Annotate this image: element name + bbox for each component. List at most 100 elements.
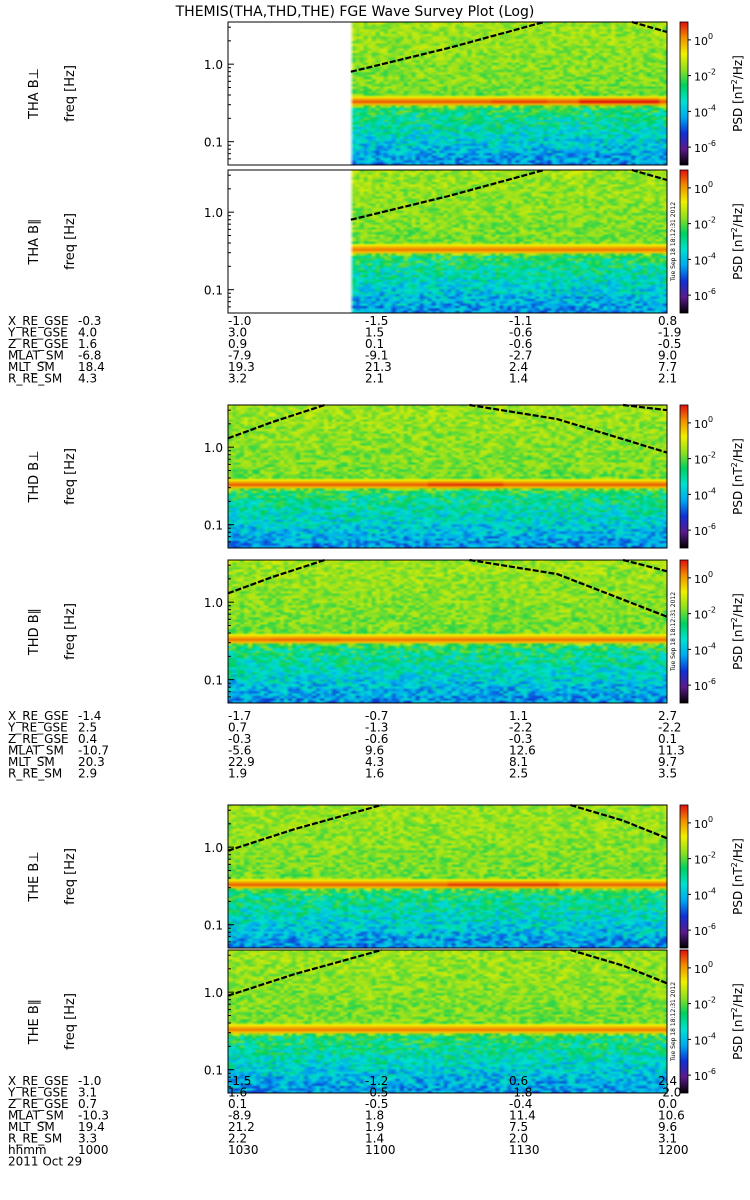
panel-frame	[227, 804, 668, 949]
ephemeris-value: 0.1	[658, 732, 677, 746]
freq-axis-label: freq [Hz]	[63, 993, 78, 1050]
ephemeris-row-label: R_RE_SM	[8, 767, 62, 781]
ephemeris-row-label: MLAT_SM	[8, 1109, 64, 1123]
gyrofrequency-curve	[350, 168, 545, 221]
ephemeris-value: 3.1	[78, 1086, 97, 1100]
spectrogram-panel-thd-perp: 1.0 0.1 freq [Hz] THD B⊥ 100 10-2 10-4 10-6 PSD …	[27, 403, 745, 549]
colorbar-tick-label: 10-2	[694, 216, 716, 232]
gyrofrequency-curve	[469, 403, 668, 454]
panel-frame	[227, 559, 668, 704]
ephemeris-row-label: Y_RE_GSE	[7, 1086, 68, 1100]
gyrofrequency-curve	[570, 948, 668, 985]
colorbar-tick-exponent: -4	[708, 641, 716, 650]
freq-tick-label: 1.0	[204, 841, 223, 855]
colorbar-tick-exponent: 0	[708, 570, 713, 579]
ephemeris-row-label: MLT_SM	[8, 360, 55, 374]
creation-stamp: Tue Sep 18 18:12:31 2012	[670, 202, 677, 282]
time-axis-label: hhmm	[8, 1143, 47, 1157]
colorbar-tick-exponent: -4	[708, 103, 716, 112]
freq-tick-label: 0.1	[204, 136, 223, 150]
ephemeris-value: 9.6	[365, 744, 384, 758]
ephemeris-value: 9.7	[658, 755, 677, 769]
ephemeris-value: -2.2	[658, 721, 681, 735]
ephemeris-value: 1.8	[365, 1109, 384, 1123]
colorbar-tick-exponent: -4	[708, 1031, 716, 1040]
ephemeris-table-the: X_RE_GSE -1.0 -1.5 -1.2 0.6 2.4 Y_RE_GSE 3.1 1.6…	[7, 1074, 685, 1146]
time-tick-label: 1100	[365, 1143, 396, 1157]
gyrofrequency-curve	[227, 558, 325, 595]
spectrogram-panel-the-perp: 1.0 0.1 freq [Hz] THE B⊥ 100 10-2 10-4 10-6 PSD …	[27, 803, 745, 949]
panel-frame	[227, 169, 668, 314]
spectrogram-image	[228, 170, 667, 313]
ephemeris-value: 2.0	[509, 1132, 528, 1146]
spectrogram-panel-tha-par: 1.0 0.1 freq [Hz] THA B∥ 100 10-2 10-4 10-6 PSD …	[27, 168, 745, 314]
ephemeris-row-label: MLAT_SM	[8, 744, 64, 758]
colorbar-tick-label: 10-4	[694, 641, 716, 657]
ephemeris-value: -0.6	[509, 326, 532, 340]
ephemeris-value: 4.3	[365, 755, 384, 769]
ephemeris-value: -2.0	[658, 1086, 681, 1100]
colorbar: 100 10-2 10-4 10-6 PSD [nT2/Hz]	[679, 169, 745, 314]
freq-tick-label: 0.1	[204, 1064, 223, 1078]
colorbar-tick-exponent: 0	[708, 960, 713, 969]
date-label: 2011 Oct 29	[8, 1155, 82, 1169]
panel-frame	[227, 404, 668, 549]
freq-tick-label: 1.0	[204, 58, 223, 72]
ephemeris-value: 12.6	[509, 744, 536, 758]
colorbar-tick-label: 10-4	[694, 251, 716, 267]
ephemeris-row-label: Y_RE_GSE	[7, 721, 68, 735]
time-axis: hhmm 1000 1030 1100 1130 1200 2011 Oct 29	[8, 1143, 689, 1169]
ephemeris-value: -1.9	[658, 326, 681, 340]
ephemeris-value: -0.6	[365, 732, 388, 746]
spectrogram-panel-thd-par: 1.0 0.1 freq [Hz] THD B∥ 100 10-2 10-4 10-6 PSD …	[27, 558, 745, 704]
ephemeris-value: 11.4	[509, 1109, 536, 1123]
ephemeris-value: -8.9	[228, 1109, 251, 1123]
colorbar-tick-label: 10-2	[694, 851, 716, 867]
ephemeris-value: 2.7	[658, 709, 677, 723]
ephemeris-value: 1.5	[365, 326, 384, 340]
ephemeris-value: -1.5	[228, 1074, 251, 1088]
gyrofrequency-curve	[631, 20, 668, 34]
ephemeris-tables: X_RE_GSE -0.3 -1.0 -1.5 -1.1 0.8 Y_RE_GSE 4.0 3.…	[7, 314, 685, 1146]
gyrofrequency-curve	[570, 803, 668, 840]
ephemeris-value: -0.5	[365, 1086, 388, 1100]
ephemeris-value: -1.8	[509, 1086, 532, 1100]
ephemeris-value: 2.9	[78, 767, 97, 781]
ephemeris-value: -6.8	[78, 349, 101, 363]
freq-tick-label: 1.0	[204, 441, 223, 455]
freq-tick-label: 0.1	[204, 919, 223, 933]
ephemeris-value: -0.3	[509, 732, 532, 746]
colorbar-tick-label: 10-4	[694, 1031, 716, 1047]
ephemeris-value: -2.2	[509, 721, 532, 735]
panel-label: THA B⊥	[27, 68, 42, 120]
ephemeris-row-label: R_RE_SM	[8, 1132, 62, 1146]
ephemeris-value: 3.0	[228, 326, 247, 340]
ephemeris-value: 0.6	[509, 1074, 528, 1088]
ephemeris-value: -0.4	[509, 1097, 532, 1111]
freq-tick-label: 1.0	[204, 596, 223, 610]
freq-tick-label: 1.0	[204, 206, 223, 220]
colorbar-tick-label: 100	[694, 815, 713, 831]
colorbar-tick-exponent: -6	[708, 677, 716, 686]
ephemeris-value: -0.5	[365, 1097, 388, 1111]
ephemeris-value: -0.3	[228, 732, 251, 746]
colorbar-tick-label: 10-4	[694, 103, 716, 119]
ephemeris-value: 2.5	[78, 721, 97, 735]
colorbar-tick-exponent: -2	[708, 451, 716, 460]
spectrogram-image	[228, 22, 667, 165]
ephemeris-value: 3.3	[78, 1132, 97, 1146]
colorbar-tick-label: 10-2	[694, 606, 716, 622]
ephemeris-value: -1.7	[228, 709, 251, 723]
colorbar-tick-label: 10-6	[694, 677, 716, 693]
colorbar-tick-exponent: -2	[708, 216, 716, 225]
ephemeris-row-label: MLT_SM	[8, 755, 55, 769]
colorbar-tick-exponent: 0	[708, 815, 713, 824]
ephemeris-value: -0.6	[509, 337, 532, 351]
colorbar-tick-label: 10-2	[694, 451, 716, 467]
colorbar-label: PSD [nT2/Hz]	[730, 203, 745, 280]
ephemeris-value: -1.0	[78, 1074, 101, 1088]
ephemeris-value: 22.9	[228, 755, 255, 769]
ephemeris-row-label: X_RE_GSE	[8, 709, 69, 723]
ephemeris-value: 9.6	[658, 1120, 677, 1134]
